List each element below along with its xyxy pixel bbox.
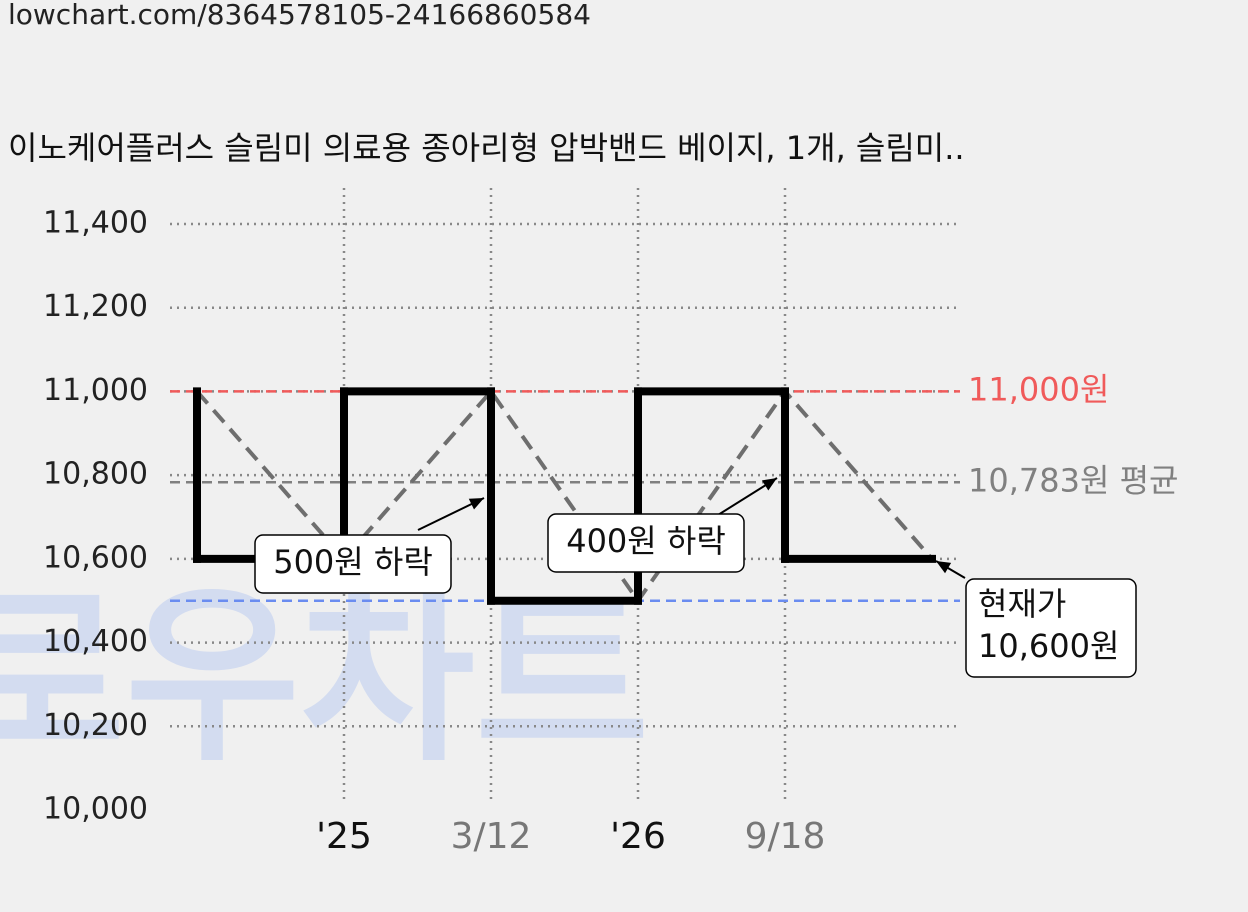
y-tick-label: 11,000 xyxy=(43,373,148,408)
x-tick-label: '25 xyxy=(316,816,372,857)
reference-label: 10,783원 평균 xyxy=(968,461,1178,499)
reference-label: 11,000원 xyxy=(968,370,1109,408)
annotation: 현재가 xyxy=(978,585,1066,623)
annotation: 10,600원 xyxy=(978,627,1119,665)
trend-line xyxy=(195,388,934,605)
x-tick-label: 3/12 xyxy=(451,816,532,857)
annotation-box xyxy=(547,513,745,573)
annotation: 400원 하락 xyxy=(566,522,726,560)
x-tick-label: '26 xyxy=(610,816,666,857)
y-tick-label: 11,400 xyxy=(43,206,148,241)
y-tick-label: 10,400 xyxy=(43,624,148,659)
annotation: 500원 하락 xyxy=(273,543,433,581)
y-tick-label: 10,200 xyxy=(43,708,148,743)
x-tick-label: 9/18 xyxy=(745,816,826,857)
arrow-head xyxy=(761,478,777,491)
y-tick-label: 10,000 xyxy=(43,792,148,827)
arrow-head xyxy=(468,498,484,510)
arrow-head xyxy=(936,561,952,574)
annotation-box xyxy=(254,534,452,594)
y-tick-label: 10,600 xyxy=(43,540,148,575)
y-tick-label: 11,200 xyxy=(43,289,148,324)
url: lowchart.com/8364578105-24166860584 xyxy=(8,0,591,31)
chart-title: 이노케어플러스 슬림미 의료용 종아리형 압박밴드 베이지, 1개, 슬림미.. xyxy=(8,129,965,167)
annotation-box xyxy=(965,578,1137,678)
y-tick-label: 10,800 xyxy=(43,457,148,492)
